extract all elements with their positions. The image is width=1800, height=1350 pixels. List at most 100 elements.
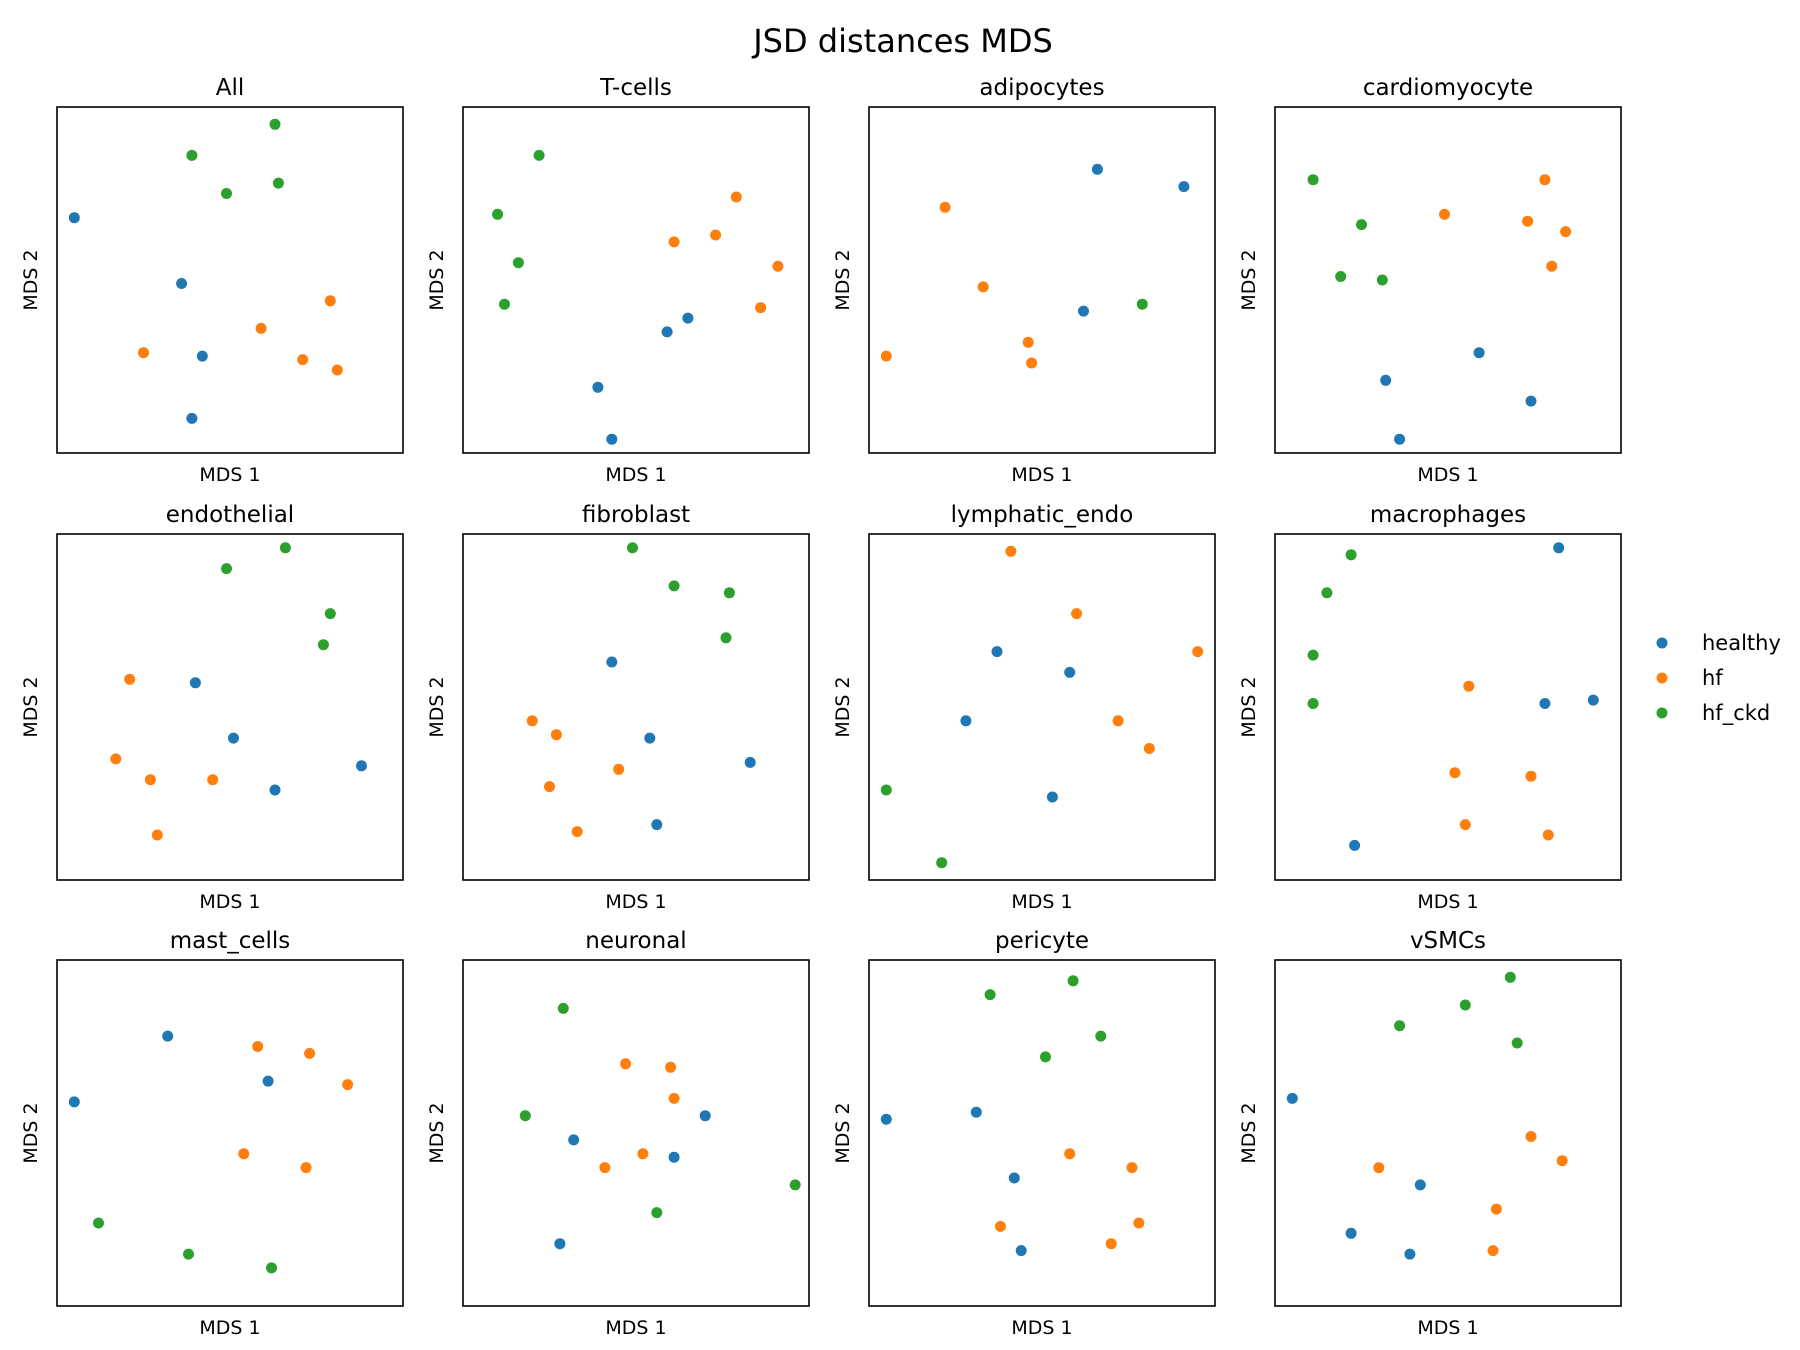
x-axis-label: MDS 1 bbox=[199, 1317, 260, 1339]
axes-frame bbox=[1274, 959, 1622, 1307]
point-hf bbox=[238, 1148, 250, 1160]
point-hf bbox=[571, 826, 583, 838]
point-hf bbox=[252, 1041, 264, 1052]
point-healthy bbox=[668, 1151, 680, 1163]
y-axis-label: MDS 2 bbox=[1238, 676, 1260, 737]
point-hf_ckd bbox=[1095, 1030, 1107, 1042]
point-hf bbox=[1449, 767, 1461, 779]
point-hf bbox=[1005, 545, 1017, 557]
point-hf bbox=[1133, 1217, 1145, 1229]
axes-frame bbox=[868, 959, 1216, 1307]
legend-marker-hf bbox=[1656, 672, 1668, 684]
point-healthy bbox=[1078, 305, 1089, 317]
point-hf_ckd bbox=[723, 587, 735, 599]
y-axis-label: MDS 2 bbox=[832, 1102, 854, 1163]
point-healthy bbox=[68, 212, 80, 224]
point-healthy bbox=[1064, 666, 1076, 678]
point-hf bbox=[1112, 715, 1124, 727]
subplot-pericyte: pericyte MDS 1 MDS 2 bbox=[832, 928, 1216, 1339]
point-healthy bbox=[1414, 1179, 1426, 1191]
point-hf bbox=[1546, 260, 1558, 272]
point-healthy bbox=[1015, 1245, 1027, 1257]
point-healthy bbox=[1587, 694, 1599, 706]
point-healthy bbox=[744, 756, 756, 768]
point-hf_ckd bbox=[93, 1217, 104, 1229]
point-healthy bbox=[269, 784, 281, 796]
point-healthy bbox=[162, 1030, 174, 1042]
point-healthy bbox=[644, 732, 656, 744]
point-hf bbox=[880, 350, 892, 362]
subplot-title: vSMCs bbox=[1410, 928, 1486, 954]
point-healthy bbox=[960, 715, 972, 727]
point-healthy bbox=[176, 278, 188, 289]
point-hf_ckd bbox=[936, 857, 948, 869]
subplot-title: macrophages bbox=[1370, 502, 1526, 528]
x-axis-label: MDS 1 bbox=[1011, 464, 1072, 486]
y-axis-label: MDS 2 bbox=[1238, 249, 1260, 310]
y-axis-label: MDS 2 bbox=[426, 676, 448, 737]
point-hf bbox=[124, 673, 136, 685]
axes-frame bbox=[868, 533, 1216, 881]
point-hf bbox=[300, 1162, 312, 1174]
point-hf bbox=[1539, 174, 1551, 186]
point-hf_ckd bbox=[1511, 1037, 1523, 1049]
point-hf_ckd bbox=[512, 257, 524, 269]
point-hf bbox=[138, 347, 149, 359]
point-hf bbox=[995, 1220, 1006, 1232]
point-healthy bbox=[554, 1238, 566, 1250]
point-hf bbox=[1487, 1245, 1499, 1257]
subplot-cardiomyocyte: cardiomyocyte MDS 1 MDS 2 bbox=[1238, 75, 1622, 486]
y-axis-label: MDS 2 bbox=[1238, 1102, 1260, 1163]
point-healthy bbox=[568, 1134, 580, 1146]
subplot-title: fibroblast bbox=[582, 502, 690, 528]
point-hf_ckd bbox=[1335, 271, 1347, 282]
point-healthy bbox=[661, 326, 673, 338]
x-axis-label: MDS 1 bbox=[199, 891, 260, 913]
point-hf bbox=[304, 1047, 316, 1059]
point-hf bbox=[550, 729, 562, 741]
point-hf bbox=[1022, 336, 1034, 348]
subplot-endothelial: endothelial MDS 1 MDS 2 bbox=[20, 502, 404, 913]
subplot-adipocytes: adipocytes MDS 1 MDS 2 bbox=[832, 75, 1216, 486]
legend-marker-hf_ckd bbox=[1656, 707, 1668, 719]
point-hf_ckd bbox=[492, 208, 504, 220]
point-hf bbox=[1105, 1238, 1117, 1250]
point-hf_ckd bbox=[1307, 698, 1319, 709]
point-hf bbox=[668, 1092, 680, 1104]
point-hf bbox=[755, 302, 767, 314]
point-healthy bbox=[186, 412, 198, 424]
point-hf_ckd bbox=[1067, 975, 1079, 987]
point-healthy bbox=[1178, 181, 1190, 193]
legend-label-hf_ckd: hf_ckd bbox=[1702, 701, 1770, 726]
y-axis-label: MDS 2 bbox=[20, 1102, 42, 1163]
x-axis-label: MDS 1 bbox=[1417, 1317, 1478, 1339]
point-hf bbox=[297, 354, 309, 366]
point-hf bbox=[1126, 1162, 1138, 1174]
point-hf bbox=[1525, 770, 1537, 782]
subplot-vsmcs: vSMCs MDS 1 MDS 2 bbox=[1238, 928, 1622, 1339]
point-healthy bbox=[651, 819, 663, 831]
point-hf bbox=[637, 1148, 649, 1160]
point-healthy bbox=[262, 1075, 274, 1087]
subplot-title: mast_cells bbox=[170, 928, 291, 954]
point-hf_ckd bbox=[499, 298, 510, 310]
subplot-macrophages: macrophages MDS 1 MDS 2 bbox=[1238, 502, 1622, 913]
point-healthy bbox=[1473, 347, 1485, 359]
point-healthy bbox=[68, 1096, 80, 1108]
x-axis-label: MDS 1 bbox=[1011, 1317, 1072, 1339]
point-hf bbox=[977, 281, 989, 293]
point-hf bbox=[144, 774, 156, 786]
x-axis-label: MDS 1 bbox=[199, 464, 260, 486]
axes-frame bbox=[1274, 106, 1622, 454]
point-hf_ckd bbox=[880, 784, 892, 796]
point-healthy bbox=[1394, 433, 1406, 445]
legend-label-hf: hf bbox=[1702, 666, 1723, 690]
point-hf bbox=[1064, 1148, 1076, 1160]
subplot-neuronal: neuronal MDS 1 MDS 2 bbox=[426, 928, 810, 1339]
point-hf bbox=[331, 364, 343, 376]
point-healthy bbox=[970, 1106, 982, 1118]
point-hf_ckd bbox=[186, 149, 198, 161]
point-healthy bbox=[991, 646, 1003, 658]
